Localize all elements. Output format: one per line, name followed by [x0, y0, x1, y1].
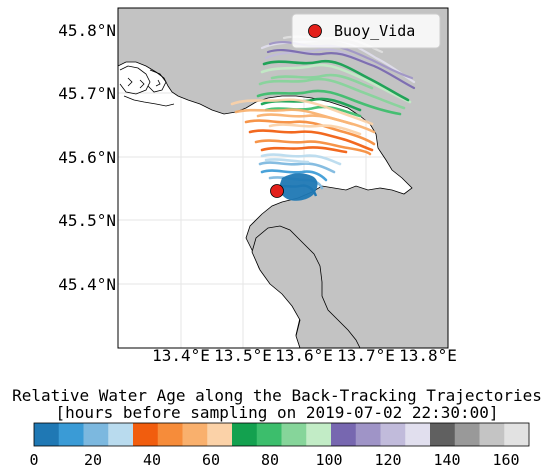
colorbar-tick-label: 20	[84, 451, 102, 469]
lon-tick-labels: 13.4°E 13.5°E 13.6°E 13.7°E 13.8°E	[152, 346, 457, 365]
legend-label: Buoy_Vida	[334, 22, 415, 40]
colorbar-segments	[34, 423, 530, 446]
colorbar-tick-label: 160	[492, 451, 519, 469]
lagoon-contours	[119, 65, 175, 107]
colorbar-segment	[306, 423, 332, 446]
trajectories-age-0-40	[258, 153, 342, 190]
colorbar-segment	[479, 423, 505, 446]
colorbar-segment	[133, 423, 159, 446]
map-panel: Buoy_Vida 45.4°N 45.5°N 45.6°N 45.7°N 45…	[58, 7, 457, 365]
trajectories-age-80-120	[256, 59, 412, 118]
buoy-vida-marker	[270, 184, 284, 198]
colorbar-segment	[380, 423, 406, 446]
colorbar-segment	[454, 423, 480, 446]
colorbar-segment	[34, 423, 60, 446]
colorbar-segment	[430, 423, 456, 446]
lon-tick-label: 13.8°E	[399, 346, 457, 365]
colorbar-tick-label: 40	[143, 451, 161, 469]
colorbar-segment	[405, 423, 431, 446]
colorbar-segment	[281, 423, 307, 446]
colorbar-tick-labels: 0 20 40 60 80 100 120 140 160	[29, 451, 519, 469]
lat-tick-label: 45.4°N	[58, 275, 116, 294]
colorbar-segment	[157, 423, 183, 446]
colorbar: Relative Water Age along the Back-Tracki…	[12, 386, 542, 469]
colorbar-segment	[83, 423, 109, 446]
colorbar-segment	[58, 423, 84, 446]
colorbar-segment	[355, 423, 381, 446]
colorbar-segment	[108, 423, 134, 446]
trajectories-age-0-10-patch	[275, 173, 318, 201]
lat-tick-labels: 45.4°N 45.5°N 45.6°N 45.7°N 45.8°N	[58, 21, 116, 294]
colorbar-segment	[207, 423, 233, 446]
colorbar-tick-label: 0	[29, 451, 38, 469]
lat-tick-label: 45.8°N	[58, 21, 116, 40]
lon-tick-label: 13.4°E	[152, 346, 210, 365]
colorbar-segment	[182, 423, 208, 446]
colorbar-tick-label: 60	[202, 451, 220, 469]
colorbar-tick-label: 80	[261, 451, 279, 469]
colorbar-tick-label: 140	[433, 451, 460, 469]
lat-tick-label: 45.6°N	[58, 148, 116, 167]
colorbar-title-line2: [hours before sampling on 2019-07-02 22:…	[55, 403, 498, 422]
legend: Buoy_Vida	[291, 13, 441, 49]
trajectories-age-40-80	[230, 98, 376, 156]
colorbar-segment	[504, 423, 530, 446]
lon-tick-label: 13.5°E	[214, 346, 272, 365]
lat-tick-label: 45.7°N	[58, 84, 116, 103]
colorbar-segment	[232, 423, 258, 446]
lon-tick-label: 13.7°E	[337, 346, 395, 365]
colorbar-frame	[33, 422, 530, 447]
map-frame	[117, 7, 449, 349]
lat-tick-label: 45.5°N	[58, 211, 116, 230]
land-south-peninsula	[251, 225, 361, 349]
lon-tick-label: 13.6°E	[275, 346, 333, 365]
legend-marker	[308, 24, 322, 38]
colorbar-segment	[256, 423, 282, 446]
colorbar-tick-label: 120	[374, 451, 401, 469]
colorbar-title-line1: Relative Water Age along the Back-Tracki…	[12, 386, 542, 405]
colorbar-tick-label: 100	[315, 451, 342, 469]
colorbar-segment	[331, 423, 357, 446]
legend-box	[291, 13, 441, 49]
